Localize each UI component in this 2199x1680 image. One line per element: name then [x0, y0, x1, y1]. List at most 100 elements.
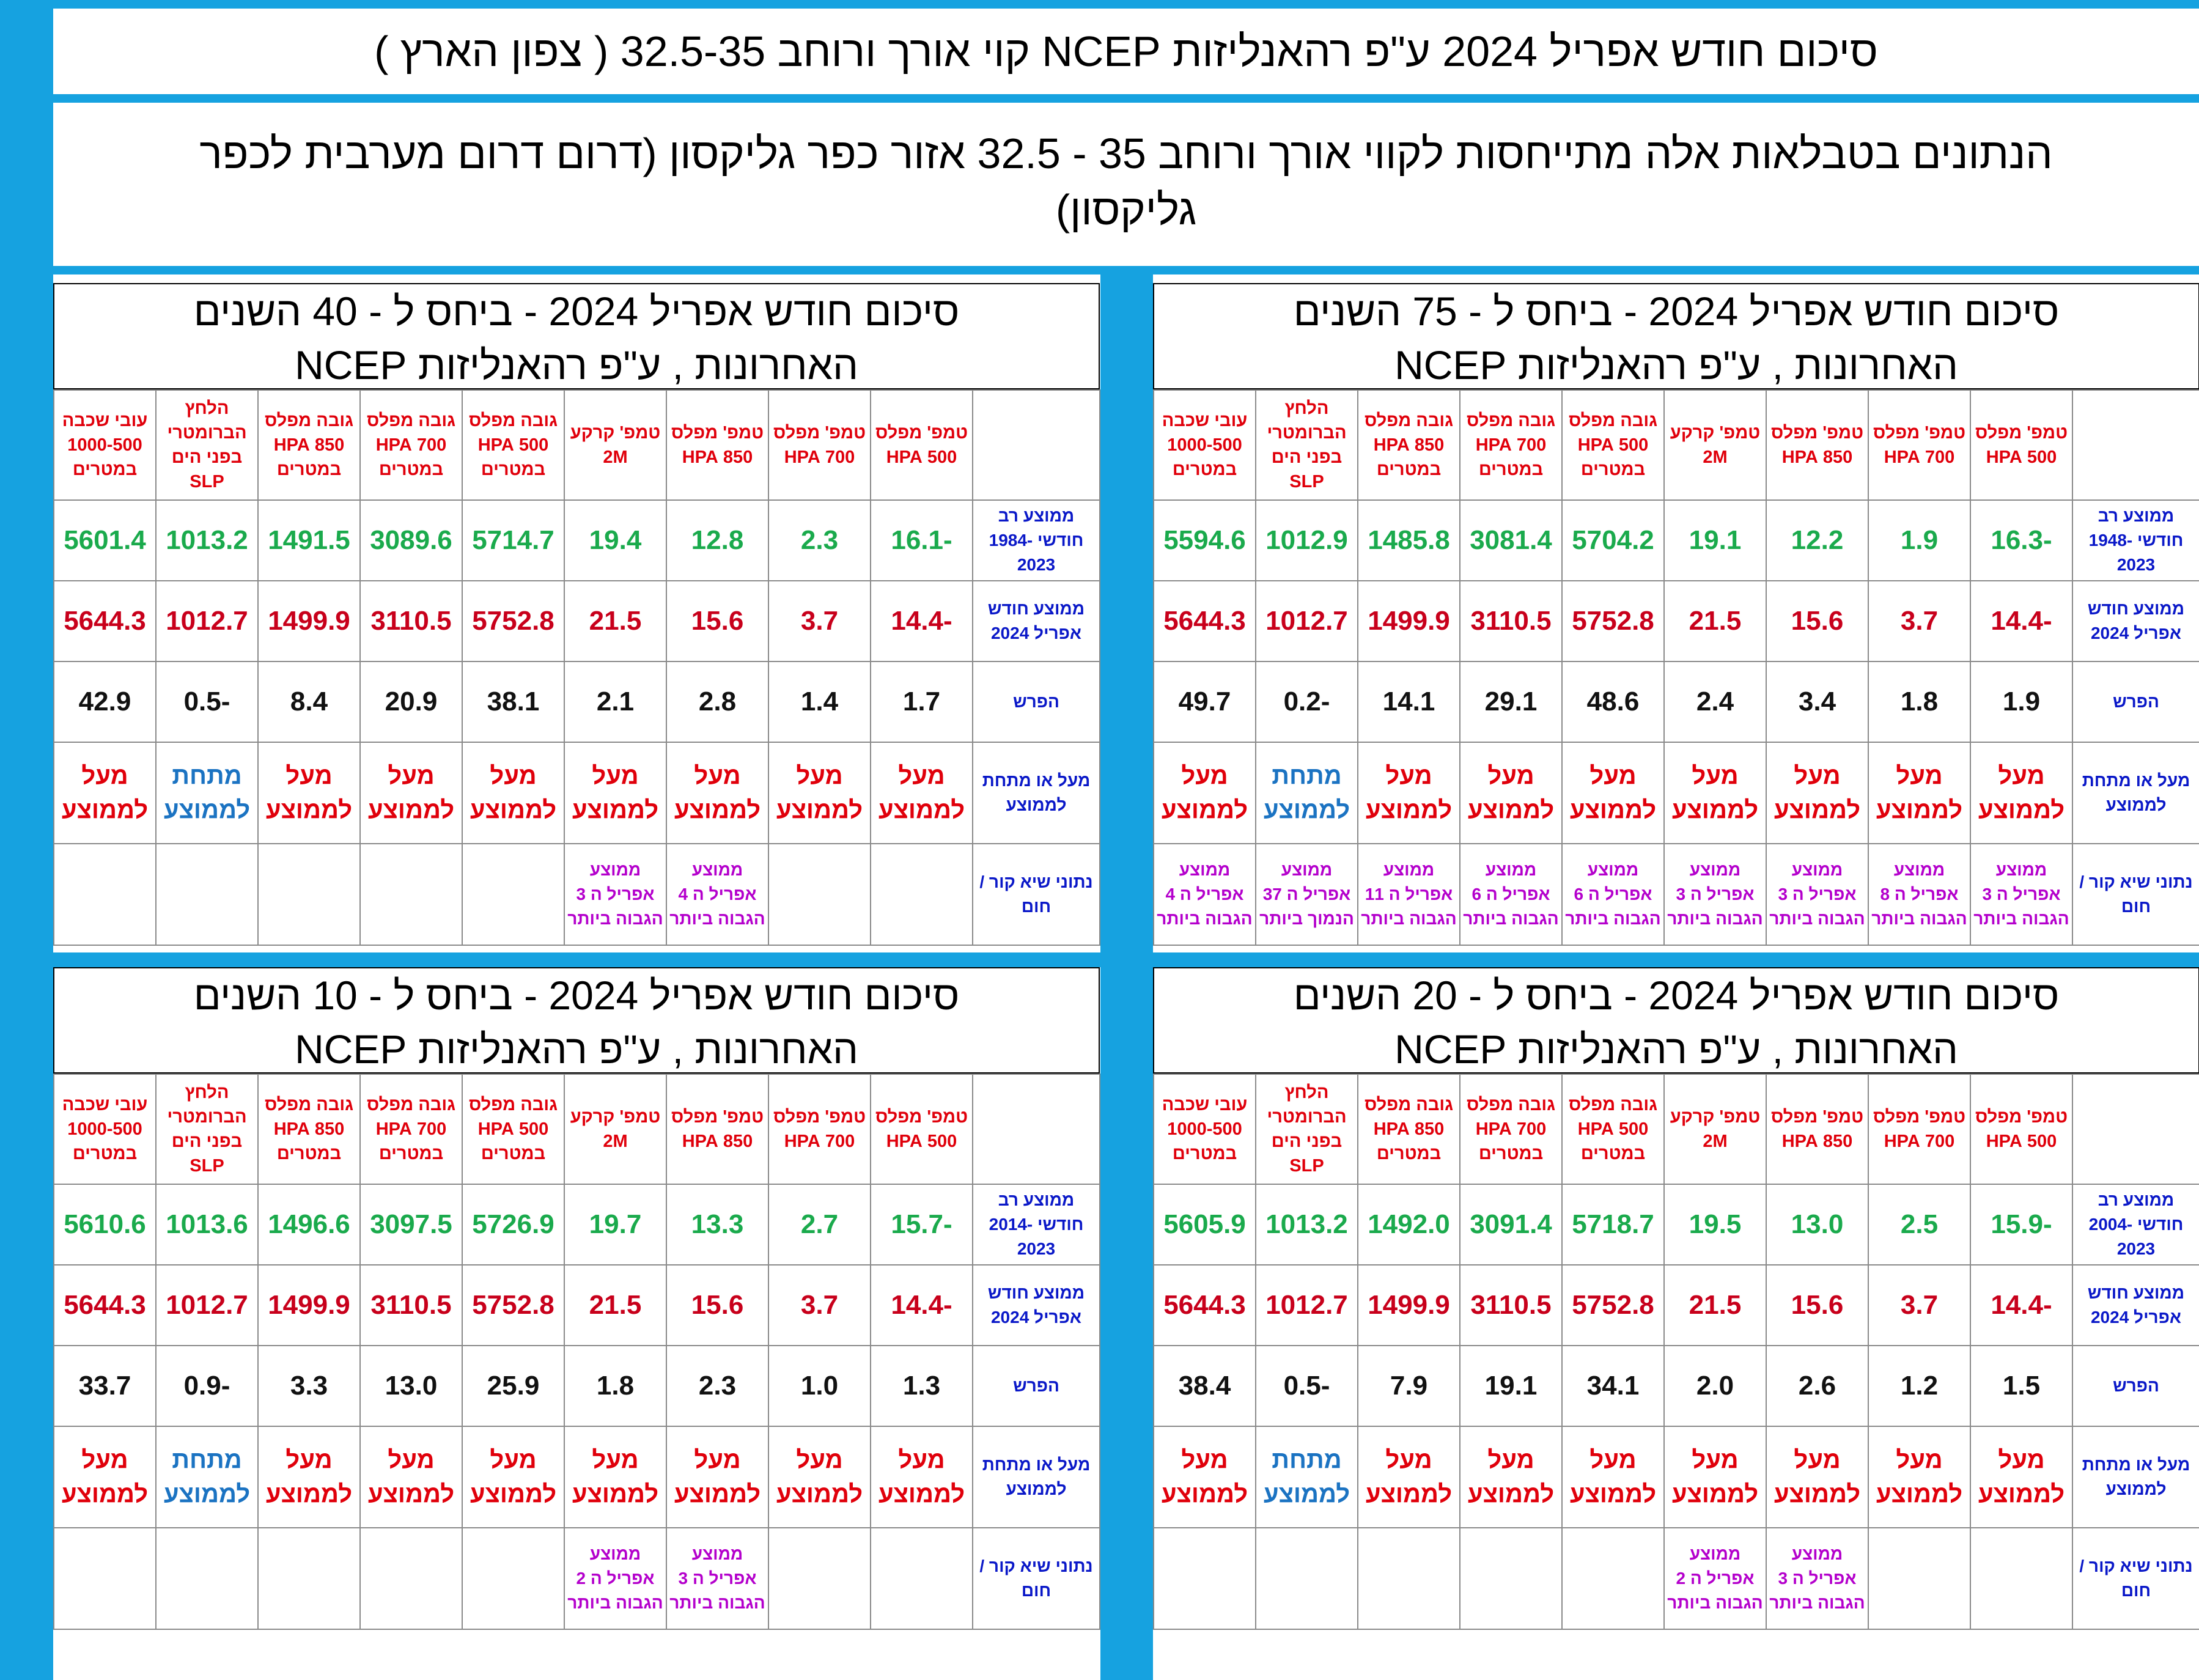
column-header: גובה מפלס 850 HPA במטרים [257, 1074, 361, 1185]
status-word: מעל [388, 762, 435, 789]
column-header: טמפ' מפלס 850 HPA [1766, 389, 1869, 501]
difference-row: הפרש 1.3 1.0 2.3 1.8 25.9 13.0 3.3 -0.9 33.7 [53, 1345, 1100, 1427]
status-word: לממוצע [674, 1481, 761, 1508]
top-border [53, 0, 2199, 9]
record-note: ממוצע אפריל ה 4 הגבוה ביותר [1153, 843, 1256, 946]
record-note [257, 1527, 361, 1630]
value-cell: 1.7 [870, 661, 973, 743]
month-average-row: ממוצע חודש אפריל 2024 -14.4 3.7 15.6 21.5 575… [53, 580, 1100, 662]
above-average-cell: מעל לממוצע [462, 742, 565, 844]
column-header: טמפ' קרקע 2M [1663, 1074, 1767, 1185]
above-average-cell: מעל לממוצע [1663, 1426, 1767, 1528]
status-word: מעל [1385, 762, 1432, 789]
above-average-cell: מעל לממוצע [768, 742, 871, 844]
row-label: הפרש [972, 1345, 1100, 1427]
value-cell: 5718.7 [1561, 1184, 1665, 1266]
difference-row: הפרש 1.5 1.2 2.6 2.0 34.1 19.1 7.9 -0.5 38.4 [1153, 1345, 2199, 1427]
record-note: ממוצע אפריל ה 4 הגבוה ביותר [666, 843, 769, 946]
record-note [359, 843, 463, 946]
status-word: מתחת [1272, 762, 1342, 789]
header-corner-cell [2072, 389, 2199, 501]
above-average-cell: מעל לממוצע [666, 742, 769, 844]
panel-heading-line-2: האחרונות , ע"פ רהאנליזות NCEP [295, 342, 858, 388]
column-header: טמפ' מפלס 500 HPA [1970, 389, 2073, 501]
value-cell: -14.4 [870, 1264, 973, 1346]
row-label: ממוצע חודש אפריל 2024 [972, 580, 1100, 662]
value-cell: 1012.7 [1255, 580, 1358, 662]
subtitle-line-2: גליקסון) [1055, 186, 1197, 234]
value-cell: 20.9 [359, 661, 463, 743]
value-cell: 3110.5 [1459, 580, 1563, 662]
status-word: לממוצע [1774, 1481, 1861, 1508]
record-note: ממוצע אפריל ה 6 הגבוה ביותר [1561, 843, 1665, 946]
status-word: לממוצע [1876, 797, 1963, 823]
difference-row: הפרש 1.7 1.4 2.8 2.1 38.1 20.9 8.4 -0.5 42.9 [53, 661, 1100, 743]
value-cell: 33.7 [53, 1345, 157, 1427]
value-cell: 21.5 [564, 580, 667, 662]
row-label: ממוצע חודש אפריל 2024 [2072, 580, 2199, 662]
above-average-cell: מעל לממוצע [53, 1426, 157, 1528]
above-average-cell: מעל לממוצע [870, 1426, 973, 1528]
value-cell: 3.7 [1868, 580, 1971, 662]
record-note [155, 1527, 259, 1630]
above-average-cell: מעל לממוצע [768, 1426, 871, 1528]
row-label: מעל או מתחת לממוצע [972, 1426, 1100, 1528]
record-note: ממוצע אפריל ה 3 הגבוה ביותר [666, 1527, 769, 1630]
status-word: לממוצע [163, 797, 251, 823]
status-word: לממוצע [1978, 797, 2065, 823]
status-word: מעל [592, 762, 639, 789]
above-average-cell: מעל לממוצע [666, 1426, 769, 1528]
value-cell: 2.0 [1663, 1345, 1767, 1427]
value-cell: 12.8 [666, 499, 769, 581]
panel-heading: סיכום חודש אפריל 2024 - ביחס ל - 75 השני… [1153, 283, 2199, 389]
value-cell: 1.4 [768, 661, 871, 743]
record-row: נתוני שיא קור / חום ממוצע אפריל ה 3 הגבוה… [1153, 843, 2199, 946]
record-note [257, 843, 361, 946]
header-corner-cell [972, 389, 1100, 501]
status-word: מעל [898, 1446, 945, 1473]
left-accent-bar [0, 0, 53, 1680]
header-corner-cell [2072, 1074, 2199, 1185]
value-cell: 1012.7 [155, 580, 259, 662]
column-header: גובה מפלס 500 HPA במטרים [462, 389, 565, 501]
above-below-row: מעל או מתחת לממוצע מעל לממוצע מעל לממוצע מעל ל… [53, 1426, 1100, 1528]
panel-heading-line-1: סיכום חודש אפריל 2024 - ביחס ל - 10 השני… [193, 973, 960, 1018]
value-cell: 3110.5 [1459, 1264, 1563, 1346]
above-average-cell: מעל לממוצע [257, 1426, 361, 1528]
value-cell: 1.5 [1970, 1345, 2073, 1427]
value-cell: -0.2 [1255, 661, 1358, 743]
status-word: מעל [1385, 1446, 1432, 1473]
status-word: לממוצע [572, 1481, 659, 1508]
above-average-cell: מעל לממוצע [359, 1426, 463, 1528]
status-word: מעל [1896, 1446, 1943, 1473]
value-cell: 3.4 [1766, 661, 1869, 743]
value-cell: 1491.5 [257, 499, 361, 581]
column-header: הלחץ הברומטרי בפני הים SLP [1255, 389, 1358, 501]
status-word: מעל [1487, 762, 1534, 789]
value-cell: 3.7 [768, 580, 871, 662]
panel-heading-line-1: סיכום חודש אפריל 2024 - ביחס ל - 20 השני… [1293, 973, 2060, 1018]
value-cell: 2.1 [564, 661, 667, 743]
status-word: מעל [1896, 762, 1943, 789]
above-below-row: מעל או מתחת לממוצע מעל לממוצע מעל לממוצע מעל ל… [53, 742, 1100, 844]
above-average-cell: מעל לממוצע [1868, 742, 1971, 844]
value-cell: 1496.6 [257, 1184, 361, 1266]
value-cell: 25.9 [462, 1345, 565, 1427]
status-word: מעל [1181, 1446, 1228, 1473]
value-cell: 1.9 [1868, 499, 1971, 581]
value-cell: 1012.9 [1255, 499, 1358, 581]
above-average-cell: מעל לממוצע [1663, 742, 1767, 844]
value-cell: 7.9 [1357, 1345, 1460, 1427]
value-cell: 1499.9 [1357, 1264, 1460, 1346]
value-cell: 2.3 [768, 499, 871, 581]
status-word: לממוצע [1161, 797, 1248, 823]
value-cell: 1.8 [564, 1345, 667, 1427]
status-word: מעל [1487, 1446, 1534, 1473]
status-word: לממוצע [1365, 797, 1453, 823]
above-average-cell: מעל לממוצע [564, 1426, 667, 1528]
status-word: מעל [490, 1446, 537, 1473]
status-word: לממוצע [572, 797, 659, 823]
column-header: עובי שכבה 1000-500 במטרים [53, 1074, 157, 1185]
summary-panel: סיכום חודש אפריל 2024 - ביחס ל - 10 השני… [53, 967, 1100, 1630]
value-cell: 21.5 [1663, 580, 1767, 662]
